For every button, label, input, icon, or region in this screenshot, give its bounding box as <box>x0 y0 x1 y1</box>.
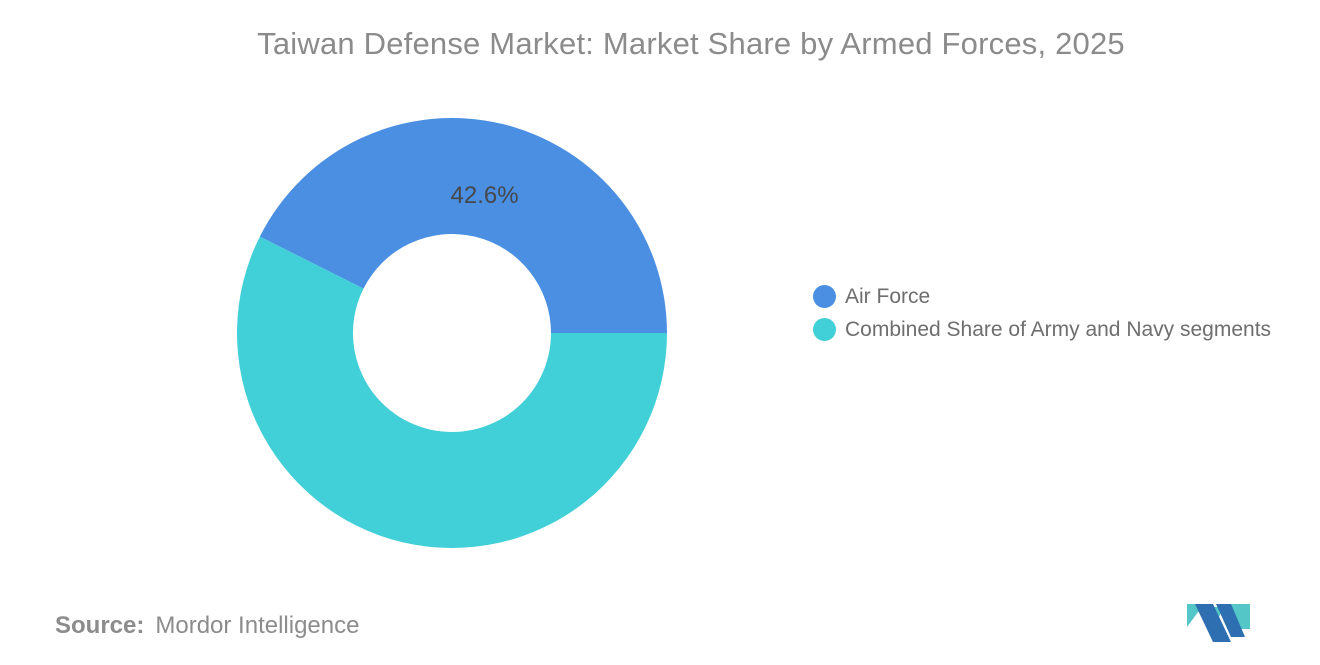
legend-item-army-navy: Combined Share of Army and Navy segments <box>813 318 1271 341</box>
slice-data-label: 42.6% <box>450 181 519 209</box>
legend-label-air-force: Air Force <box>845 284 931 308</box>
source-line: Source: Mordor Intelligence <box>55 612 359 640</box>
legend-swatch-army-navy <box>813 318 836 341</box>
logo-blue-band-right <box>1216 604 1245 637</box>
source-value: Mordor Intelligence <box>155 612 360 639</box>
donut-chart: 42.6% <box>236 118 667 549</box>
slice-air-force <box>259 118 667 333</box>
legend-label-army-navy: Combined Share of Army and Navy segments <box>845 317 1272 341</box>
chart-legend: Air Force Combined Share of Army and Nav… <box>813 285 1271 341</box>
slice-combined-share-of-army-and-navy-segments <box>236 236 667 549</box>
donut-svg <box>236 118 667 549</box>
logo-blue-band-left <box>1195 604 1231 642</box>
legend-swatch-air-force <box>813 285 836 308</box>
source-label: Source: <box>55 612 145 639</box>
mordor-intelligence-logo <box>1187 604 1250 642</box>
chart-title: Taiwan Defense Market: Market Share by A… <box>257 26 1125 61</box>
legend-item-air-force: Air Force <box>813 285 1271 308</box>
